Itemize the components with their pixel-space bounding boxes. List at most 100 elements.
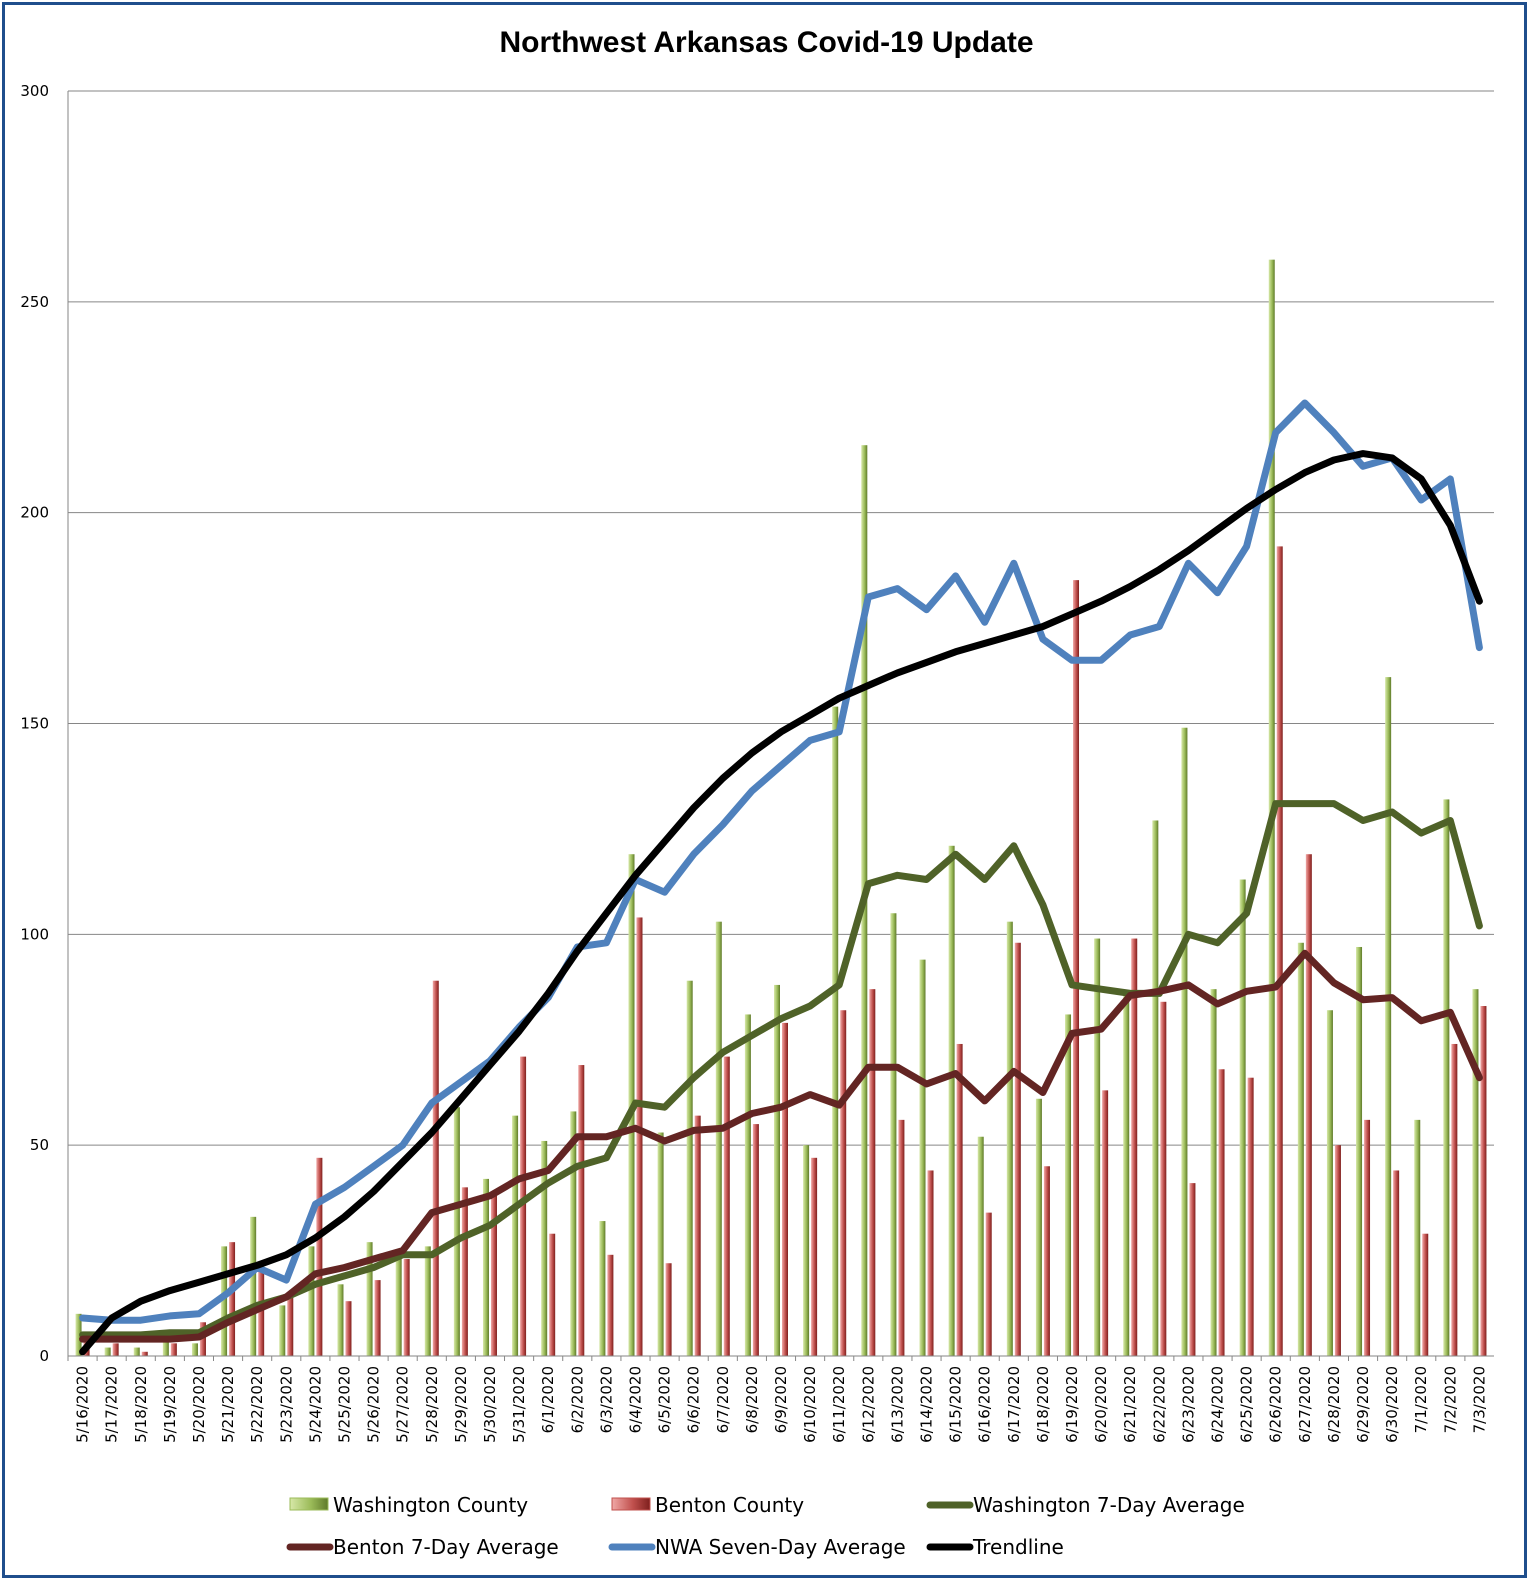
- legend-item: NWA Seven-Day Average: [608, 1535, 906, 1559]
- bar-benton-county: [607, 1254, 614, 1356]
- bar-benton-county: [752, 1124, 759, 1356]
- series-lines: [79, 399, 1483, 1356]
- x-tick-label: 7/1/2020: [1412, 1366, 1430, 1433]
- bar-benton-county: [1480, 1006, 1487, 1356]
- bar-washington-county: [1210, 989, 1217, 1356]
- chart-title: Northwest Arkansas Covid-19 Update: [499, 26, 1034, 59]
- bar-washington-county: [744, 1014, 751, 1356]
- bar-benton-county: [1422, 1233, 1429, 1356]
- x-tick-label: 6/23/2020: [1179, 1366, 1197, 1443]
- bar-washington-county: [570, 1111, 577, 1356]
- bar-benton-county: [141, 1351, 148, 1356]
- bar-benton-county: [1276, 546, 1283, 1356]
- bar-washington-county: [1385, 677, 1392, 1356]
- bar-washington-county: [395, 1250, 402, 1356]
- bar-washington-county: [599, 1221, 606, 1356]
- legend-item: Washington County: [289, 1493, 528, 1517]
- y-tick-label: 50: [30, 1136, 49, 1154]
- bar-washington-county: [715, 921, 722, 1356]
- legend-swatch: [289, 1497, 329, 1511]
- x-tick-label: 6/13/2020: [888, 1366, 906, 1443]
- bar-benton-county: [1334, 1145, 1341, 1356]
- bar-benton-county: [1364, 1119, 1371, 1356]
- bar-benton-county: [432, 980, 439, 1356]
- y-tick-label: 100: [20, 925, 49, 943]
- bar-benton-county: [578, 1065, 585, 1356]
- bar-washington-county: [424, 1246, 431, 1356]
- legend-item: Benton 7-Day Average: [286, 1535, 559, 1559]
- y-tick-label: 200: [20, 504, 49, 522]
- x-tick-label: 6/19/2020: [1063, 1366, 1081, 1443]
- bar-washington-county: [1065, 1014, 1072, 1356]
- bar-benton-county: [694, 1115, 701, 1356]
- bar-washington-county: [1443, 799, 1450, 1356]
- x-tick-label: 6/26/2020: [1267, 1366, 1285, 1443]
- bar-benton-county: [549, 1233, 556, 1356]
- x-tick-label: 6/20/2020: [1092, 1366, 1110, 1443]
- x-tick-label: 5/28/2020: [423, 1366, 441, 1443]
- x-tick-label: 5/24/2020: [306, 1366, 324, 1443]
- bar-benton-county: [1393, 1170, 1400, 1356]
- y-axis-ticks: 0 50 100 150 200 250 300: [20, 82, 49, 1365]
- x-tick-label: 5/30/2020: [481, 1366, 499, 1443]
- bar-benton-county: [112, 1343, 119, 1356]
- bar-benton-county: [985, 1212, 992, 1356]
- bar-benton-county: [287, 1292, 294, 1356]
- x-tick-label: 6/4/2020: [626, 1366, 644, 1433]
- bar-benton-county: [927, 1170, 934, 1356]
- legend-label: Washington County: [333, 1493, 528, 1517]
- y-tick-label: 150: [20, 715, 49, 733]
- bar-washington-county: [657, 1132, 664, 1356]
- axes: [67, 91, 1494, 1357]
- legend-label: NWA Seven-Day Average: [655, 1535, 906, 1559]
- bar-washington-county: [308, 1246, 315, 1356]
- bar-benton-county: [1043, 1166, 1050, 1356]
- bar-benton-county: [723, 1056, 730, 1356]
- x-tick-label: 6/11/2020: [830, 1366, 848, 1443]
- legend-label: Benton County: [655, 1493, 804, 1517]
- bar-washington-county: [453, 1107, 460, 1356]
- x-tick-label: 5/20/2020: [190, 1366, 208, 1443]
- bar-washington-county: [919, 959, 926, 1356]
- bar-washington-county: [279, 1305, 286, 1356]
- bar-benton-county: [170, 1343, 177, 1356]
- bar-benton-county: [520, 1056, 527, 1356]
- bar-benton-county: [1131, 938, 1138, 1356]
- bar-benton-county: [345, 1301, 352, 1356]
- x-tick-label: 6/7/2020: [714, 1366, 732, 1433]
- bar-washington-county: [1414, 1119, 1421, 1356]
- bar-washington-county: [133, 1347, 140, 1356]
- grid-lines: [68, 90, 1494, 1357]
- bar-washington-county: [1035, 1098, 1042, 1356]
- bar-washington-county: [366, 1242, 373, 1356]
- line-benton-7-day-average: [79, 949, 1483, 1343]
- bar-benton-county: [461, 1187, 468, 1356]
- bar-washington-county: [1297, 942, 1304, 1356]
- x-tick-label: 6/21/2020: [1121, 1366, 1139, 1443]
- x-tick-label: 5/27/2020: [394, 1366, 412, 1443]
- bar-washington-county: [1472, 989, 1479, 1356]
- x-tick-label: 6/18/2020: [1034, 1366, 1052, 1443]
- x-tick-label: 5/29/2020: [452, 1366, 470, 1443]
- x-tick-label: 6/22/2020: [1150, 1366, 1168, 1443]
- bar-benton-county: [898, 1119, 905, 1356]
- bar-washington-county: [191, 1343, 198, 1356]
- x-tick-label: 6/9/2020: [772, 1366, 790, 1433]
- bar-washington-county: [977, 1136, 984, 1356]
- bar-washington-county: [890, 913, 897, 1356]
- x-tick-label: 6/5/2020: [656, 1366, 674, 1433]
- x-tick-label: 6/12/2020: [859, 1366, 877, 1443]
- x-tick-label: 6/25/2020: [1238, 1366, 1256, 1443]
- bar-benton-county: [869, 989, 876, 1356]
- bar-benton-county: [1189, 1183, 1196, 1356]
- x-tick-label: 6/24/2020: [1209, 1366, 1227, 1443]
- x-tick-label: 5/23/2020: [277, 1366, 295, 1443]
- bar-washington-county: [686, 980, 693, 1356]
- bar-washington-county: [512, 1115, 519, 1356]
- bar-benton-county: [636, 917, 643, 1356]
- x-tick-label: 5/26/2020: [365, 1366, 383, 1443]
- bar-washington-county: [832, 706, 839, 1356]
- bar-washington-county: [1181, 727, 1188, 1356]
- x-tick-label: 7/2/2020: [1441, 1366, 1459, 1433]
